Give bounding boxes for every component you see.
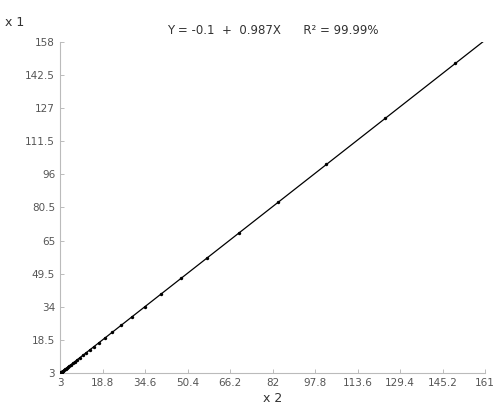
- Text: x 1: x 1: [5, 16, 24, 28]
- Point: [69, 360, 77, 367]
- Point: [452, 59, 460, 66]
- Point: [61, 366, 69, 373]
- Point: [62, 365, 70, 371]
- Point: [108, 329, 116, 336]
- Point: [95, 339, 103, 346]
- Point: [66, 362, 74, 369]
- Point: [82, 349, 90, 356]
- Point: [322, 161, 330, 168]
- Point: [118, 322, 126, 328]
- Point: [57, 369, 65, 375]
- Point: [140, 303, 148, 310]
- Point: [382, 114, 390, 121]
- Point: [78, 352, 86, 359]
- Point: [128, 313, 136, 320]
- Point: [274, 199, 282, 206]
- Point: [56, 370, 64, 377]
- Point: [67, 361, 75, 368]
- Point: [58, 368, 66, 375]
- Point: [157, 291, 165, 297]
- Point: [202, 255, 210, 261]
- Point: [60, 367, 68, 373]
- Point: [62, 365, 70, 372]
- Point: [86, 347, 94, 353]
- Point: [64, 364, 72, 370]
- Point: [56, 369, 64, 376]
- Point: [56, 370, 64, 376]
- Point: [58, 368, 66, 375]
- Point: [73, 356, 81, 363]
- X-axis label: x 2: x 2: [263, 392, 282, 405]
- Point: [57, 369, 65, 376]
- Point: [235, 230, 243, 236]
- Point: [71, 358, 79, 365]
- Point: [59, 367, 67, 374]
- Point: [90, 343, 98, 350]
- Point: [76, 354, 84, 361]
- Point: [58, 368, 66, 375]
- Point: [177, 275, 185, 282]
- Point: [101, 334, 109, 341]
- Point: [58, 369, 66, 375]
- Title: Y = -0.1  +  0.987X      R² = 99.99%: Y = -0.1 + 0.987X R² = 99.99%: [167, 23, 378, 36]
